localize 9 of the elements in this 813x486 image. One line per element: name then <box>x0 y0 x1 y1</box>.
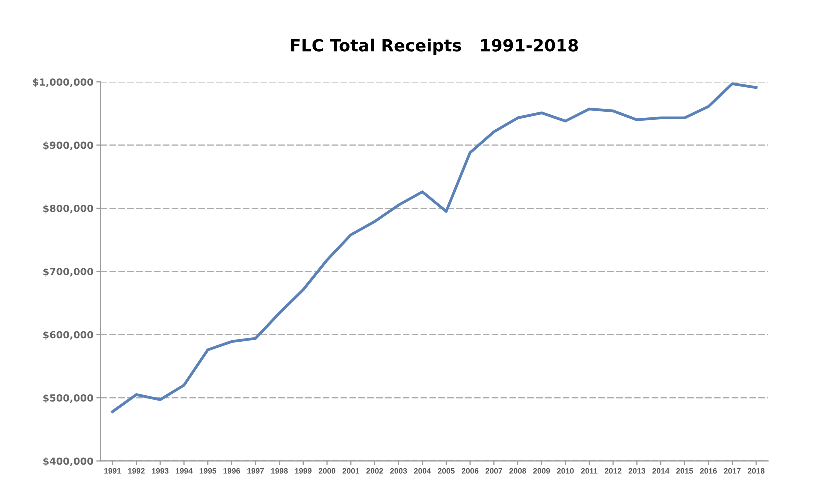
y-tick-label: $400,000 <box>44 458 94 466</box>
y-tick-label: $700,000 <box>44 268 94 277</box>
chart-title: FLC Total Receipts 1991-2018 <box>291 38 578 56</box>
y-tick-label: $500,000 <box>44 394 94 404</box>
y-tick-label: $800,000 <box>44 204 94 214</box>
y-tick-label: $900,000 <box>44 142 94 150</box>
line-series <box>111 82 758 414</box>
y-tick-label: $600,000 <box>44 331 94 340</box>
y-tick-label: $1,000,000 <box>33 78 94 88</box>
